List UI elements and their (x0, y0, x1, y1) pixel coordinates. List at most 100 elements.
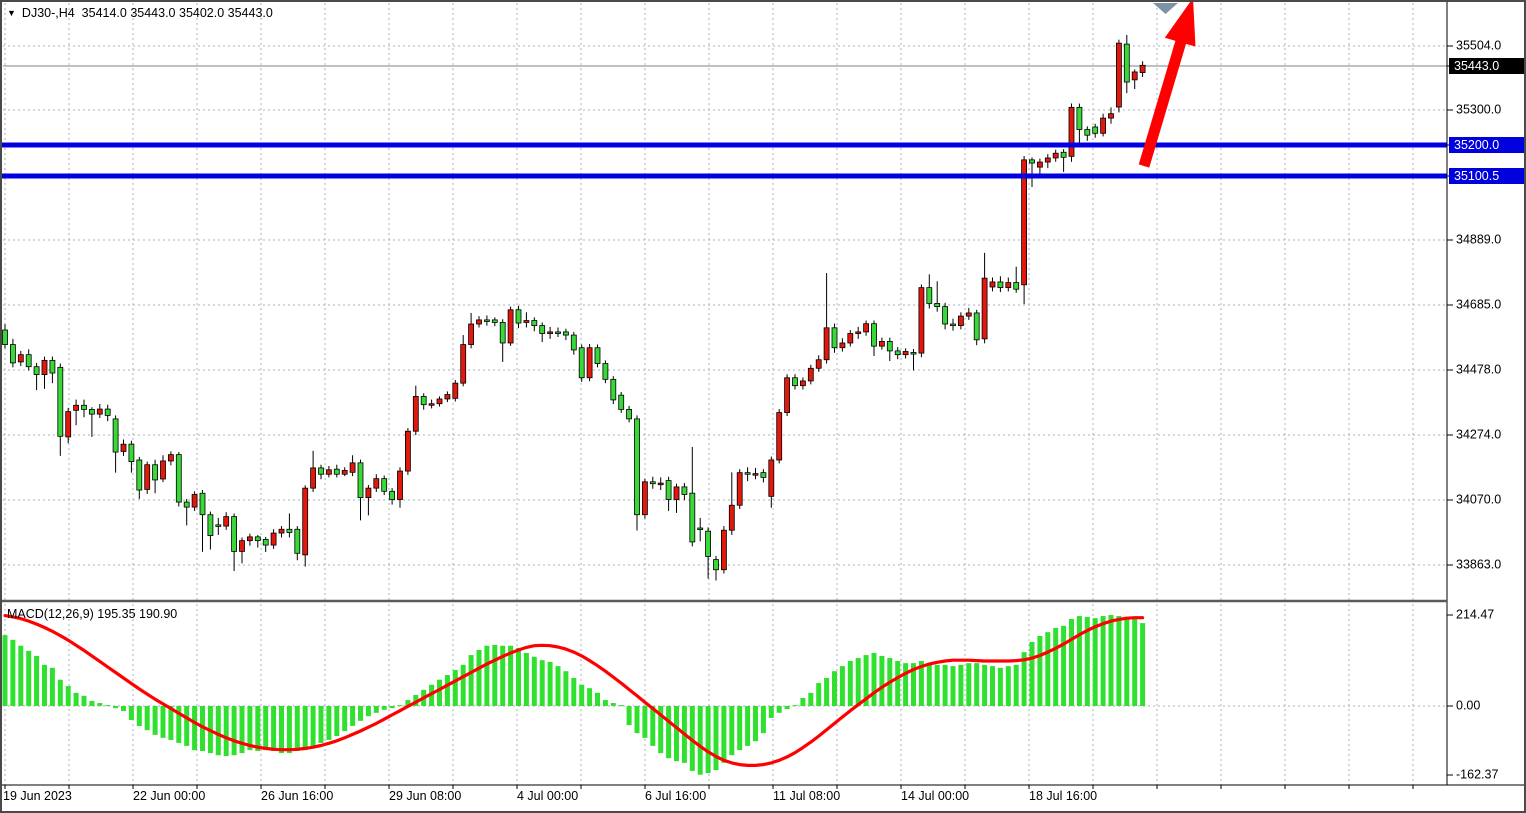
time-axis-label: 29 Jun 08:00 (389, 789, 462, 803)
candle-bear (104, 408, 111, 416)
candle-bear (926, 287, 933, 304)
macd-histogram-bar (334, 706, 340, 737)
candle-bear (705, 530, 711, 557)
macd-histogram-bar (484, 645, 490, 706)
candle-bull (404, 430, 411, 472)
candle-bull (96, 408, 103, 415)
macd-histogram-bar (855, 658, 861, 706)
candle-bull (310, 467, 317, 489)
time-axis-label: 18 Jul 16:00 (1029, 789, 1098, 803)
candle-bull (879, 340, 885, 347)
candle-bear (262, 538, 269, 546)
candle-bear (689, 492, 696, 543)
macd-histogram-bar (745, 706, 751, 746)
macd-histogram-bar (405, 700, 411, 706)
macd-histogram-bar (895, 661, 901, 706)
candle-bull (397, 470, 403, 500)
macd-histogram-bar (816, 683, 822, 706)
candle-bull (523, 320, 530, 323)
macd-histogram-bar (18, 645, 24, 706)
candle-bear (357, 462, 364, 499)
candle-bull (839, 342, 846, 349)
macd-histogram-bar (97, 703, 103, 706)
candle-bull (412, 396, 419, 432)
macd-histogram-bar (1076, 616, 1082, 706)
macd-indicator-label: MACD(12,26,9) 195.35 190.90 (7, 607, 178, 621)
macd-histogram-bar (1069, 619, 1074, 706)
macd-histogram-bar (2, 635, 8, 706)
candle-bull (144, 464, 151, 490)
candle-bull (768, 459, 775, 497)
macd-histogram-bar (89, 700, 95, 706)
macd-histogram-bar (903, 663, 909, 706)
macd-histogram-bar (128, 706, 134, 721)
candle-bull (863, 323, 869, 333)
macd-histogram-bar (397, 705, 403, 707)
candle-bull (918, 287, 925, 354)
macd-histogram-bar (26, 650, 32, 706)
macd-histogram-bar (1092, 618, 1098, 706)
candle-bear (649, 481, 656, 485)
trend-arrow-shaft[interactable] (1138, 36, 1188, 168)
candle-bear (112, 418, 119, 453)
macd-histogram-bar (255, 706, 261, 751)
macd-histogram-bar (721, 706, 727, 763)
macd-histogram-bar (737, 706, 743, 751)
candle-bull (476, 319, 482, 325)
candle-bear (531, 320, 538, 326)
candle-bull (270, 532, 277, 546)
macd-histogram-bar (144, 706, 150, 731)
down-triangle-marker[interactable] (1153, 3, 1178, 14)
macd-histogram-bar (113, 706, 119, 709)
level-price-tag: 35200.0 (1449, 137, 1525, 153)
candle-bull (1037, 161, 1043, 168)
macd-histogram-bar (192, 706, 198, 751)
candle-bear (483, 319, 490, 322)
symbol-period-label: DJ30-,H4 (21, 6, 75, 20)
candle-bear (539, 325, 546, 334)
macd-histogram-bar (579, 684, 585, 706)
candle-bear (681, 486, 688, 495)
macd-histogram-bar (531, 656, 537, 706)
macd-histogram-bar (776, 706, 782, 713)
candle-bear (25, 354, 32, 368)
candle-bull (784, 377, 790, 413)
candle-bear (381, 478, 388, 492)
macd-histogram-bar (310, 706, 316, 746)
macd-histogram-bar (389, 706, 395, 709)
candle-bear (1076, 106, 1083, 130)
macd-histogram-bar (713, 706, 719, 771)
candle-bear (515, 309, 522, 324)
candle-bear (578, 347, 585, 379)
candle-bear (294, 528, 301, 554)
macd-histogram-bar (800, 697, 806, 706)
macd-histogram-bar (697, 706, 703, 775)
macd-histogram-bar (824, 677, 830, 706)
macd-histogram-bar (942, 664, 948, 706)
candle-bear (152, 464, 159, 481)
candle-bull (428, 403, 435, 406)
candle-bear (610, 378, 617, 401)
macd-histogram-bar (231, 706, 237, 756)
candle-bear (128, 443, 135, 462)
candle-bull (800, 380, 806, 387)
candle-bull (721, 529, 727, 571)
macd-histogram-bar (279, 706, 284, 754)
candle-bull (341, 470, 348, 475)
candle-bear (950, 323, 956, 327)
macd-histogram-bar (1100, 616, 1106, 706)
candle-bull (223, 516, 230, 527)
trend-arrow-head[interactable] (1164, 0, 1196, 47)
macd-histogram-bar (934, 664, 940, 706)
candle-bull (547, 331, 553, 334)
chevron-down-icon[interactable]: ▼ (7, 8, 16, 18)
candle-bear (49, 359, 56, 374)
candle-bull (752, 473, 759, 476)
candle-bull (1131, 71, 1138, 81)
candle-bull (468, 323, 475, 345)
macd-histogram-bar (1124, 616, 1130, 706)
candle-bull (1021, 159, 1027, 286)
candle-bull (120, 443, 127, 452)
macd-histogram-bar (587, 688, 593, 706)
